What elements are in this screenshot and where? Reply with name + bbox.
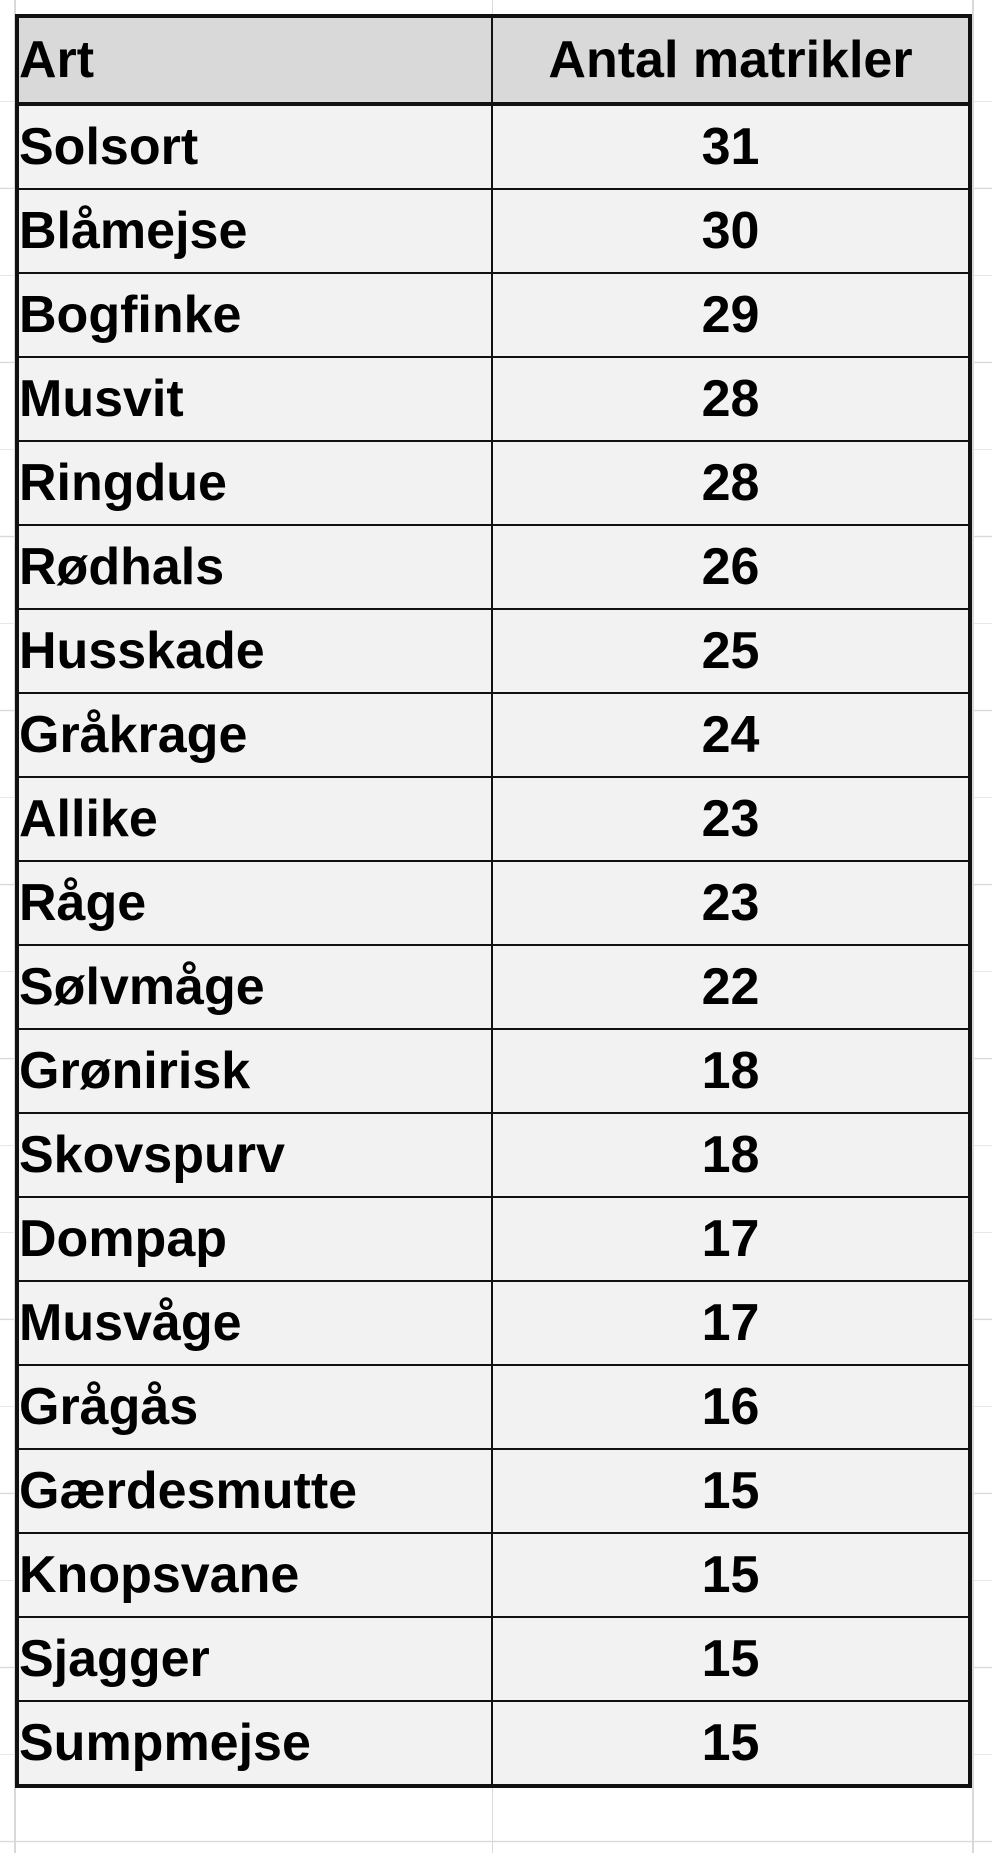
table-row: Rødhals 26 (16, 524, 971, 610)
column-header-art[interactable]: Art (16, 15, 493, 106)
table-row: Blåmejse 30 (16, 188, 971, 274)
cell-count[interactable]: 25 (491, 608, 971, 694)
table-row: Ringdue 28 (16, 440, 971, 526)
cell-art[interactable]: Gråkrage (16, 692, 493, 778)
table-row: Bogfinke 29 (16, 272, 971, 358)
column-header-count[interactable]: Antal matrikler (491, 15, 971, 106)
table-row: Musvit 28 (16, 356, 971, 442)
cell-count[interactable]: 24 (491, 692, 971, 778)
cell-art[interactable]: Grågås (16, 1364, 493, 1450)
table-row: Skovspurv 18 (16, 1112, 971, 1198)
cell-count[interactable]: 17 (491, 1196, 971, 1282)
table-row: Grågås 16 (16, 1364, 971, 1450)
cell-count[interactable]: 22 (491, 944, 971, 1030)
table-row: Solsort 31 (16, 103, 971, 190)
table-row: Gærdesmutte 15 (16, 1448, 971, 1534)
cell-count[interactable]: 18 (491, 1028, 971, 1114)
table-row: Råge 23 (16, 860, 971, 946)
table-row: Sjagger 15 (16, 1616, 971, 1702)
cell-count[interactable]: 29 (491, 272, 971, 358)
cell-art[interactable]: Allike (16, 776, 493, 862)
cell-art[interactable]: Skovspurv (16, 1112, 493, 1198)
cell-art[interactable]: Musvit (16, 356, 493, 442)
table-row: Sølvmåge 22 (16, 944, 971, 1030)
table-row: Musvåge 17 (16, 1280, 971, 1366)
cell-count[interactable]: 18 (491, 1112, 971, 1198)
cell-count[interactable]: 31 (491, 103, 971, 190)
cell-art[interactable]: Gærdesmutte (16, 1448, 493, 1534)
cell-art[interactable]: Husskade (16, 608, 493, 694)
cell-count[interactable]: 15 (491, 1700, 971, 1787)
cell-art[interactable]: Bogfinke (16, 272, 493, 358)
cell-art[interactable]: Ringdue (16, 440, 493, 526)
cell-count[interactable]: 30 (491, 188, 971, 274)
cell-count[interactable]: 15 (491, 1448, 971, 1534)
cell-count[interactable]: 26 (491, 524, 971, 610)
table-row: Grønirisk 18 (16, 1028, 971, 1114)
cell-art[interactable]: Sumpmejse (16, 1700, 493, 1787)
cell-art[interactable]: Rødhals (16, 524, 493, 610)
cell-count[interactable]: 15 (491, 1616, 971, 1702)
cell-count[interactable]: 17 (491, 1280, 971, 1366)
cell-count[interactable]: 28 (491, 356, 971, 442)
cell-art[interactable]: Sølvmåge (16, 944, 493, 1030)
cell-count[interactable]: 28 (491, 440, 971, 526)
cell-art[interactable]: Grønirisk (16, 1028, 493, 1114)
cell-art[interactable]: Blåmejse (16, 188, 493, 274)
table-row: Dompap 17 (16, 1196, 971, 1282)
cell-art[interactable]: Sjagger (16, 1616, 493, 1702)
table-row: Allike 23 (16, 776, 971, 862)
cell-art[interactable]: Dompap (16, 1196, 493, 1282)
table-row: Husskade 25 (16, 608, 971, 694)
cell-art[interactable]: Knopsvane (16, 1532, 493, 1618)
header-row: Art Antal matrikler (16, 15, 971, 106)
sheet-gridline-right (972, 0, 974, 1853)
cell-count[interactable]: 15 (491, 1532, 971, 1618)
table-row: Gråkrage 24 (16, 692, 971, 778)
table-row: Sumpmejse 15 (16, 1700, 971, 1787)
species-table: Art Antal matrikler Solsort 31 Blåmejse … (15, 14, 972, 1788)
table-row: Knopsvane 15 (16, 1532, 971, 1618)
cell-count[interactable]: 16 (491, 1364, 971, 1450)
cell-art[interactable]: Musvåge (16, 1280, 493, 1366)
cell-count[interactable]: 23 (491, 860, 971, 946)
cell-count[interactable]: 23 (491, 776, 971, 862)
cell-art[interactable]: Råge (16, 860, 493, 946)
cell-art[interactable]: Solsort (16, 103, 493, 190)
